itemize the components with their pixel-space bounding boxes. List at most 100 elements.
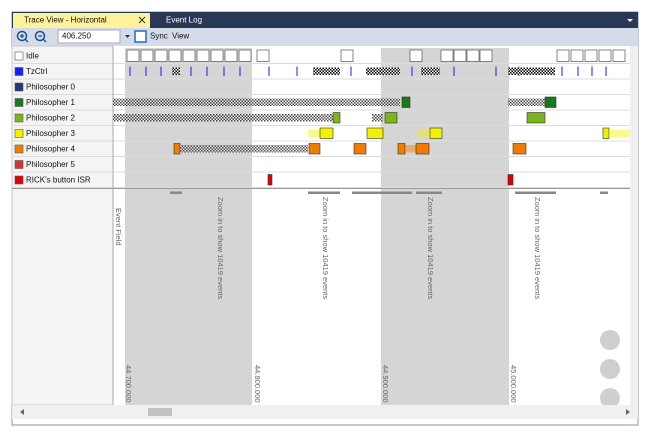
row-color — [14, 98, 24, 107]
task-block — [397, 143, 406, 155]
tab-label[interactable]: Trace View - Horizontal — [24, 16, 107, 25]
idle-block — [584, 49, 598, 62]
row-label[interactable]: Philosopher 2 — [26, 114, 75, 123]
zoom-note: Zoom in to show 10419 events — [426, 197, 435, 299]
row-label[interactable]: Philosopher 1 — [26, 98, 75, 107]
tzctrl-block — [172, 67, 180, 75]
time-band — [381, 48, 509, 405]
task-block — [308, 143, 321, 155]
row-color — [14, 129, 24, 138]
time-label: 44.900.000 — [381, 365, 390, 403]
task-block — [353, 143, 367, 155]
idle-block — [238, 49, 252, 62]
nav-button[interactable] — [600, 388, 620, 408]
task-block — [544, 96, 557, 108]
zoom-in[interactable] — [16, 30, 28, 42]
row-label[interactable]: Philosopher 0 — [26, 83, 75, 92]
zoom-out-glyph — [38, 35, 47, 43]
idle-block — [340, 49, 354, 62]
event-marker — [170, 191, 182, 194]
row-color — [14, 175, 24, 185]
idle-block — [196, 49, 210, 62]
tab-active[interactable] — [13, 13, 150, 28]
idle-block — [612, 49, 626, 62]
row-label[interactable]: Philosopher 4 — [26, 145, 75, 154]
task-block — [507, 174, 514, 186]
tzctrl-block — [508, 67, 555, 75]
tzctrl-block — [313, 67, 340, 75]
idle-block — [224, 49, 238, 62]
task-block — [429, 127, 443, 139]
idle-block — [154, 49, 168, 62]
nav-button[interactable] — [600, 359, 620, 379]
idle-block — [126, 49, 140, 62]
h-scrollbar[interactable] — [12, 405, 638, 419]
tab-strip — [12, 12, 638, 28]
sync-icon[interactable] — [134, 30, 147, 43]
event-marker — [515, 191, 556, 194]
dropdown[interactable] — [125, 35, 130, 38]
zoom-note: Zoom in to show 10419 events — [216, 197, 225, 299]
idle-block — [598, 49, 612, 62]
task-block — [415, 143, 430, 155]
sync-button[interactable]: Sync — [150, 32, 168, 41]
nav-button[interactable] — [600, 330, 620, 350]
row-label[interactable]: Philosopher 3 — [26, 129, 75, 138]
close-icon[interactable] — [138, 16, 146, 24]
row-label[interactable]: Idle — [26, 52, 39, 61]
time-label: 44.700.000 — [124, 365, 133, 403]
h-scroll-thumb[interactable] — [148, 408, 172, 416]
event-marker — [308, 191, 340, 194]
row-label[interactable]: RICK's button ISR — [26, 176, 91, 185]
view-menu[interactable]: View — [172, 32, 189, 41]
v-scrollbar[interactable] — [630, 46, 638, 405]
task-block — [526, 112, 546, 124]
frame — [11, 11, 639, 426]
idle-block — [453, 49, 467, 62]
toolbar — [12, 28, 638, 46]
task-block — [384, 112, 398, 124]
tzctrl-block — [366, 67, 400, 75]
row-label[interactable]: TzCtrl — [26, 67, 48, 76]
tzctrl-block — [421, 67, 440, 75]
row-color — [14, 67, 24, 76]
zoom-note: Zoom in to show 10419 events — [321, 197, 330, 299]
idle-block — [570, 49, 584, 62]
task-block — [267, 174, 273, 186]
idle-block — [182, 49, 196, 62]
row-color — [14, 113, 24, 123]
row-color — [14, 82, 24, 92]
task-block — [319, 127, 334, 139]
row-color — [14, 51, 24, 61]
task-ready — [417, 129, 430, 137]
task-hatch — [113, 114, 333, 122]
idle-block — [409, 49, 423, 62]
task-block — [366, 127, 384, 139]
task-hatch — [180, 145, 308, 153]
event-marker — [416, 191, 442, 194]
idle-block — [479, 49, 493, 62]
zoom-input[interactable] — [57, 29, 121, 44]
idle-block — [466, 49, 480, 62]
task-ready — [308, 129, 320, 137]
row-color — [14, 144, 24, 154]
event-field-label: Event Field — [114, 208, 123, 246]
task-block — [401, 96, 411, 108]
idle-block — [168, 49, 182, 62]
idle-block — [140, 49, 154, 62]
event-marker — [600, 191, 608, 194]
tab-label[interactable]: Event Log — [166, 16, 202, 25]
zoom-out[interactable] — [34, 30, 46, 42]
task-hatch — [113, 98, 400, 106]
task-block — [512, 143, 527, 155]
zoom-in-glyph — [20, 34, 29, 43]
zoom-value[interactable]: 406.250 — [62, 32, 91, 41]
time-label: 44.800.000 — [253, 365, 262, 403]
task-hatch — [508, 98, 545, 106]
task-hatch — [372, 114, 383, 122]
row-label[interactable]: Philosopher 5 — [26, 160, 75, 169]
time-band — [125, 48, 252, 405]
tab-menu[interactable] — [627, 19, 633, 22]
